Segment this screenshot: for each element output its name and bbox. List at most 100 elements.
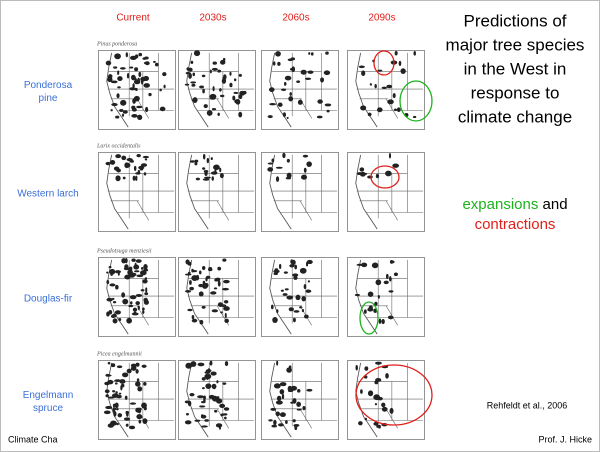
range-patch: [112, 421, 114, 425]
highlight-line: expansions and: [462, 196, 567, 213]
range-patch: [217, 113, 219, 116]
range-patch: [136, 106, 142, 109]
range-patch: [295, 295, 300, 300]
range-patch: [188, 262, 192, 266]
contractions: contractions: [475, 216, 556, 233]
range-patch: [385, 373, 389, 379]
range-map: [178, 360, 255, 439]
range-patch: [290, 402, 294, 404]
range-patch: [137, 378, 139, 382]
range-patch: [189, 287, 194, 290]
range-patch: [282, 394, 284, 400]
range-patch: [203, 396, 206, 400]
range-patch: [192, 315, 195, 319]
range-patch: [135, 172, 140, 175]
range-patch: [114, 167, 119, 171]
range-patch: [280, 412, 286, 417]
map-base: [261, 152, 338, 231]
range-patch: [357, 172, 363, 175]
range-patch: [222, 78, 226, 83]
range-patch: [389, 276, 392, 282]
range-patch: [235, 99, 240, 105]
range-patch: [136, 259, 142, 263]
range-patch: [229, 83, 232, 88]
range-patch: [238, 112, 242, 118]
range-patch: [136, 294, 142, 297]
range-patch: [163, 85, 165, 89]
range-patch: [283, 293, 288, 296]
range-patch: [212, 309, 218, 312]
range-patch: [300, 268, 307, 274]
range-patch: [301, 175, 307, 180]
range-patch: [208, 267, 212, 270]
range-patch: [148, 93, 151, 96]
range-patch: [387, 99, 394, 104]
range-patch: [186, 413, 189, 415]
range-patch: [202, 89, 205, 94]
range-patch: [134, 311, 137, 314]
range-patch: [127, 73, 129, 79]
range-patch: [191, 84, 195, 87]
range-patch: [224, 300, 228, 303]
range-patch: [120, 385, 122, 391]
range-patch: [202, 377, 206, 380]
range-patch: [202, 266, 205, 270]
range-patch: [276, 167, 283, 169]
range-patch: [220, 95, 224, 97]
range-patch: [223, 280, 230, 284]
range-patch: [138, 306, 140, 311]
range-patch: [137, 386, 142, 391]
range-patch: [123, 177, 126, 180]
range-map: [347, 152, 424, 231]
range-patch: [215, 278, 220, 282]
range-patch: [320, 77, 324, 82]
range-map: [347, 257, 424, 336]
range-map: [178, 257, 255, 336]
range-patch: [212, 176, 214, 181]
range-patch: [276, 176, 279, 182]
range-patch: [308, 280, 310, 282]
range-patch: [378, 295, 380, 299]
range-patch: [136, 154, 140, 157]
range-patch: [207, 158, 210, 163]
range-patch: [305, 78, 311, 80]
range-patch: [160, 107, 166, 112]
range-patch: [207, 110, 213, 116]
range-patch: [189, 280, 192, 285]
range-patch: [291, 386, 298, 391]
range-patch: [217, 267, 221, 271]
range-patch: [317, 116, 323, 119]
range-patch: [132, 108, 137, 112]
range-patch: [304, 314, 309, 318]
range-patch: [115, 270, 121, 273]
range-patch: [382, 87, 387, 89]
range-patch: [210, 97, 216, 99]
range-patch: [185, 84, 189, 86]
range-patch: [306, 161, 312, 167]
range-patch: [124, 162, 128, 168]
and: and: [543, 196, 568, 213]
range-patch: [305, 289, 311, 292]
range-patch: [142, 310, 144, 314]
range-patch: [306, 262, 308, 267]
range-patch: [294, 265, 297, 270]
range-patch: [292, 273, 298, 276]
range-patch: [268, 419, 272, 421]
range-patch: [377, 107, 383, 112]
range-patch: [276, 309, 278, 313]
title-line: climate change: [458, 107, 572, 126]
range-patch: [220, 60, 225, 65]
range-patch: [222, 413, 227, 415]
species-label: Picea engelmannii: [96, 351, 142, 357]
range-patch: [281, 290, 284, 292]
range-patch: [384, 281, 389, 285]
range-patch: [272, 317, 278, 323]
range-patch: [212, 68, 218, 71]
range-patch: [131, 258, 135, 261]
range-patch: [414, 51, 416, 56]
range-patch: [208, 368, 211, 373]
title-line: Predictions of: [464, 11, 567, 30]
range-patch: [117, 86, 121, 88]
range-patch: [355, 294, 360, 296]
range-patch: [239, 74, 242, 77]
